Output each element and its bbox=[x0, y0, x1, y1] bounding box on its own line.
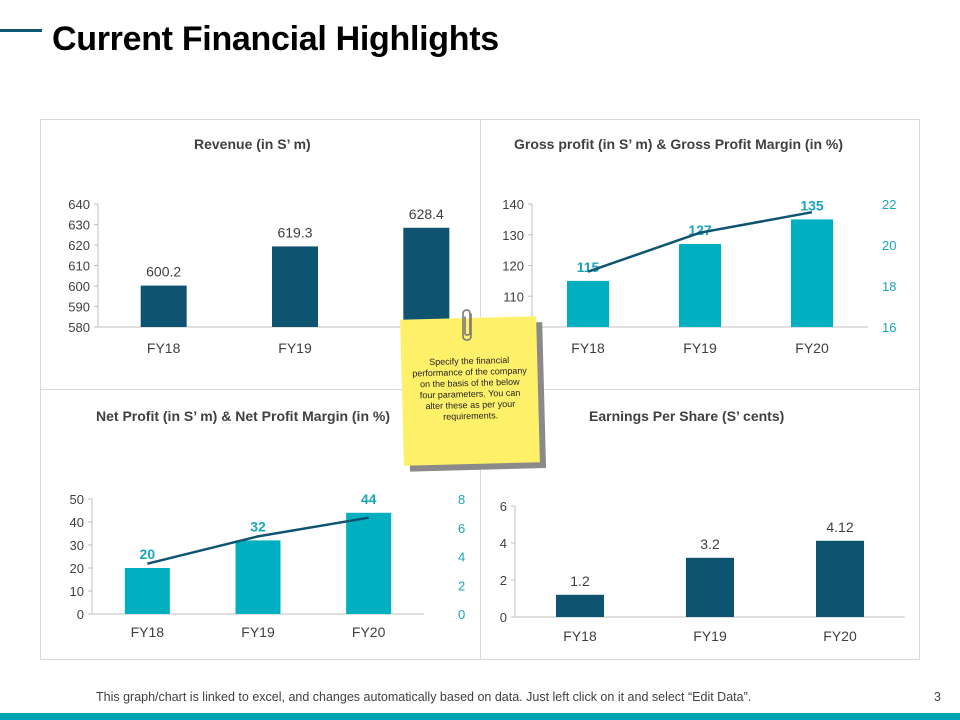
y-tick-label: 130 bbox=[502, 228, 524, 243]
y-tick-label: 110 bbox=[503, 289, 524, 304]
bar-fy19 bbox=[235, 540, 281, 614]
revenue-chart-title: Revenue (in S’ m) bbox=[194, 136, 311, 152]
y-tick-label: 50 bbox=[70, 492, 84, 507]
x-tick-label: FY19 bbox=[278, 340, 312, 356]
paperclip-icon bbox=[462, 309, 472, 341]
bar-fy20 bbox=[346, 512, 392, 614]
net-profit-chart[interactable]: 0 10 20 30 40 50 20 FY18 32 FY19 44 FY20 0 2 4 6 8 bbox=[40, 480, 480, 650]
y-tick-label: 640 bbox=[68, 197, 90, 212]
secondary-y-tick-label: 0 bbox=[458, 607, 465, 622]
x-tick-label: FY18 bbox=[563, 628, 597, 644]
secondary-y-tick-label: 2 bbox=[458, 578, 465, 593]
x-tick-label: FY19 bbox=[241, 624, 275, 640]
bar-fy20 bbox=[791, 219, 833, 327]
secondary-y-tick-label: 20 bbox=[882, 238, 896, 253]
bar-fy20 bbox=[816, 540, 864, 617]
bar-fy19 bbox=[272, 246, 318, 327]
x-tick-label: FY19 bbox=[693, 628, 727, 644]
margin-line-series bbox=[587, 210, 813, 273]
x-tick-label: FY20 bbox=[352, 624, 386, 640]
bar-fy18 bbox=[140, 285, 187, 327]
y-tick-label: 0 bbox=[77, 607, 84, 622]
net-profit-chart-title: Net Profit (in S’ m) & Net Profit Margin… bbox=[96, 408, 390, 424]
x-tick-label: FY18 bbox=[571, 340, 605, 356]
y-tick-label: 2 bbox=[500, 573, 507, 588]
secondary-y-tick-label: 18 bbox=[882, 279, 896, 294]
eps-chart[interactable]: 0 2 4 6 1.2 FY18 3.2 FY19 4.12 FY20 bbox=[480, 490, 920, 650]
data-label: 1.2 bbox=[570, 573, 590, 589]
y-tick-label: 610 bbox=[68, 259, 90, 274]
secondary-y-tick-label: 4 bbox=[458, 550, 465, 565]
data-label: 115 bbox=[577, 259, 600, 275]
chart-grid-frame bbox=[40, 119, 920, 660]
bar-fy18 bbox=[556, 594, 604, 617]
y-tick-label: 40 bbox=[70, 515, 84, 530]
data-label: 44 bbox=[361, 491, 377, 507]
x-tick-label: FY19 bbox=[683, 340, 717, 356]
page-number: 3 bbox=[934, 690, 941, 704]
bar-fy20 bbox=[403, 227, 450, 327]
gross-profit-chart-title: Gross profit (in S’ m) & Gross Profit Ma… bbox=[514, 136, 844, 152]
y-tick-label: 620 bbox=[68, 238, 90, 253]
bar-fy19 bbox=[686, 557, 734, 617]
y-tick-label: 140 bbox=[502, 197, 524, 212]
data-label: 628.4 bbox=[409, 206, 444, 222]
x-tick-label: FY18 bbox=[147, 340, 181, 356]
x-tick-label: FY20 bbox=[795, 340, 829, 356]
y-tick-label: 120 bbox=[502, 259, 524, 274]
data-label: 135 bbox=[800, 197, 824, 213]
bar-fy19 bbox=[679, 243, 721, 327]
bar-fy18 bbox=[567, 280, 609, 327]
sticky-note-text: Specify the financial performance of the… bbox=[412, 354, 527, 422]
footer-note: This graph/chart is linked to excel, and… bbox=[96, 690, 752, 704]
secondary-y-tick-label: 8 bbox=[458, 492, 465, 507]
y-tick-label: 600 bbox=[68, 279, 90, 294]
y-tick-label: 590 bbox=[68, 300, 90, 315]
eps-chart-title: Earnings Per Share (S’ cents) bbox=[589, 408, 785, 424]
x-tick-label: FY18 bbox=[131, 624, 165, 640]
bar-fy18 bbox=[124, 568, 170, 614]
data-label: 3.2 bbox=[700, 536, 720, 552]
secondary-y-tick-label: 22 bbox=[882, 197, 896, 212]
gross-profit-chart[interactable]: 110120130140115FY18127FY19135FY201618202… bbox=[480, 190, 920, 370]
data-label: 619.3 bbox=[277, 224, 312, 240]
y-tick-label: 630 bbox=[68, 218, 90, 233]
bottom-accent-bar bbox=[0, 713, 960, 720]
page-title: Current Financial Highlights bbox=[52, 20, 499, 58]
data-label: 32 bbox=[250, 518, 266, 534]
y-tick-label: 580 bbox=[68, 320, 90, 335]
y-tick-label: 30 bbox=[70, 538, 84, 553]
title-accent-line bbox=[0, 29, 42, 32]
secondary-y-tick-label: 6 bbox=[458, 521, 465, 536]
y-tick-label: 20 bbox=[70, 561, 84, 576]
secondary-y-tick-label: 16 bbox=[882, 320, 896, 335]
y-tick-label: 0 bbox=[500, 610, 507, 625]
y-tick-label: 10 bbox=[70, 584, 84, 599]
y-tick-label: 6 bbox=[500, 499, 507, 514]
y-tick-label: 4 bbox=[500, 536, 507, 551]
data-label: 4.12 bbox=[826, 519, 853, 535]
revenue-chart[interactable]: 580 590 600 610 620 630 640 600.2 FY18 619.3 FY19 6… bbox=[40, 190, 492, 370]
data-label: 20 bbox=[140, 546, 156, 562]
data-label: 600.2 bbox=[146, 264, 181, 280]
margin-line-series bbox=[147, 516, 369, 565]
x-tick-label: FY20 bbox=[823, 628, 857, 644]
